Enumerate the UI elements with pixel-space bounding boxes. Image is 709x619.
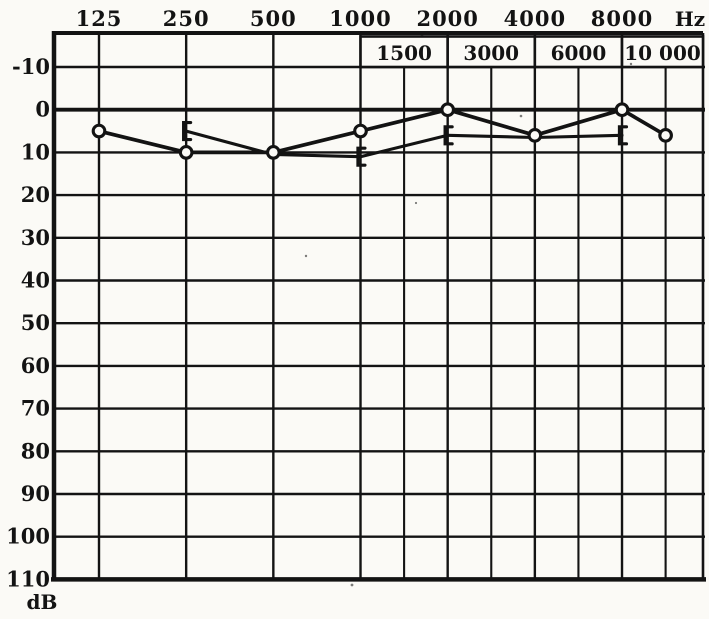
y-tick-label-70db: 70: [21, 396, 50, 421]
scan-speckle: [350, 583, 354, 587]
db-unit-label: dB: [27, 590, 58, 614]
y-tick-label-0db: 0: [35, 97, 50, 122]
inset-box-10000: [620, 35, 705, 69]
x-tick-label-inset-3: 10 000: [624, 41, 701, 65]
circle-marker-125hz: [91, 123, 107, 139]
scan-speckle: [519, 114, 523, 118]
circle-marker-250hz: [178, 145, 194, 160]
scan-speckle: [304, 254, 308, 258]
circle-marker-curve: [97, 107, 668, 155]
circle-marker-10000hz: [658, 127, 673, 143]
circle-marker-8000hz: [614, 102, 630, 118]
circle-marker-1000hz: [353, 123, 368, 139]
x-tick-label-inset-0: 1500: [376, 41, 432, 65]
left-bracket-marker-1000hz: [356, 146, 367, 167]
circle-marker-4000hz: [527, 127, 543, 143]
x-tick-label-8000: 8000: [591, 6, 653, 31]
y-tick-label-60db: 60: [21, 353, 50, 378]
left-bracket-marker-8000hz: [617, 125, 629, 146]
y-tick-label-10db: 10: [21, 139, 50, 164]
y-tick-label-100db: 100: [6, 524, 50, 549]
x-tick-label-4000: 4000: [504, 6, 566, 31]
x-tick-label-500: 500: [250, 6, 297, 31]
circle-marker-2000hz: [440, 102, 456, 118]
y-tick-label-90db: 90: [21, 481, 50, 506]
y-tick-label-110db: 110: [6, 566, 50, 591]
x-tick-label-inset-2: 6000: [551, 41, 607, 65]
scan-speckle: [414, 201, 418, 205]
x-tick-label-250: 250: [163, 6, 210, 31]
scan-speckle: [629, 62, 633, 66]
circle-marker-500hz: [265, 145, 281, 160]
x-tick-label-1000: 1000: [329, 6, 391, 31]
y-tick-label-50db: 50: [21, 310, 50, 335]
x-tick-label-2000: 2000: [416, 6, 478, 31]
y-tick-label-30db: 30: [21, 225, 50, 250]
x-tick-label-125: 125: [76, 6, 123, 31]
y-tick-label--10db: -10: [12, 54, 50, 79]
hz-unit-label: Hz: [675, 7, 705, 31]
y-tick-label-80db: 80: [21, 438, 50, 463]
left-bracket-marker-250hz: [182, 121, 193, 142]
left-bracket-marker-2000hz: [443, 125, 454, 146]
x-tick-label-inset-1: 3000: [463, 41, 519, 65]
y-tick-label-20db: 20: [21, 182, 50, 207]
y-tick-label-40db: 40: [21, 268, 50, 293]
scan-speckle: [420, 34, 424, 38]
